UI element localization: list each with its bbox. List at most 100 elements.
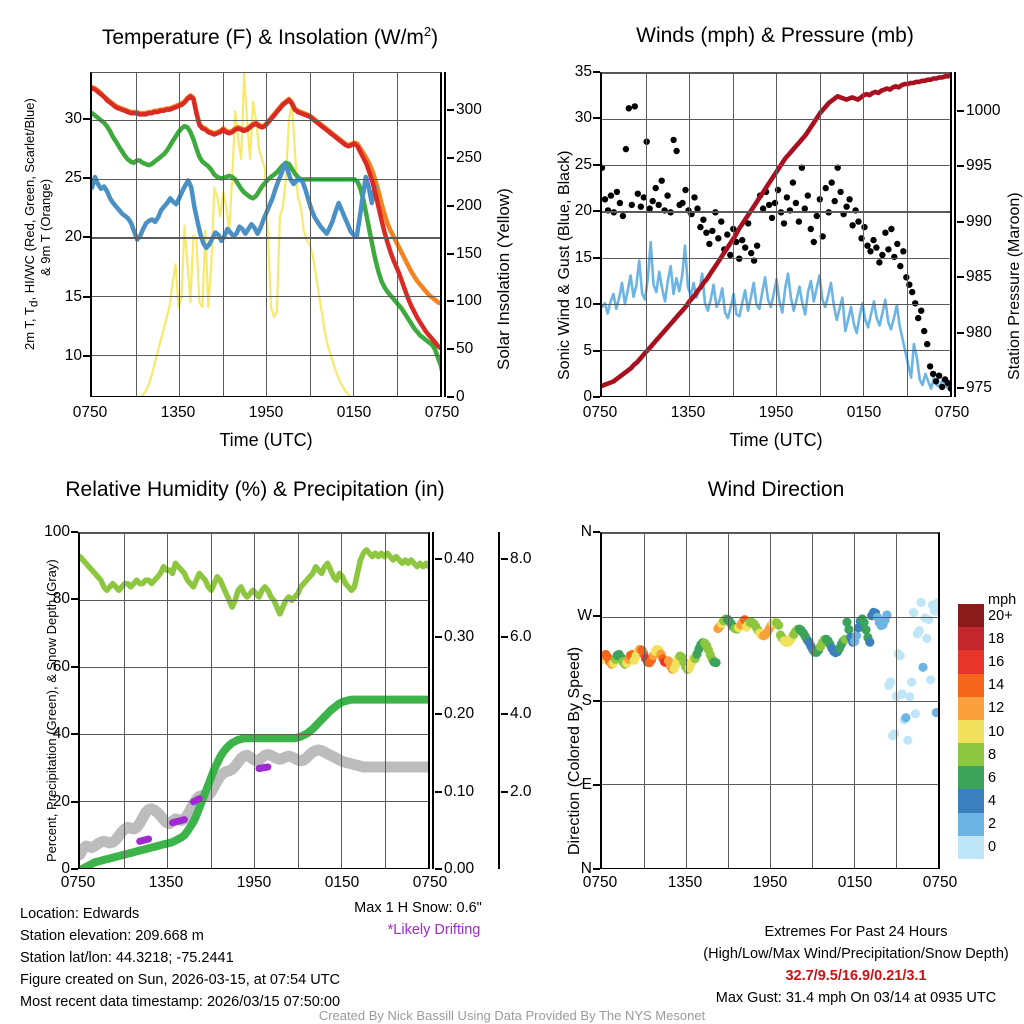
gridline-horizontal: [80, 734, 428, 735]
y-axis-tick-label: 6.0: [510, 628, 532, 646]
y-axis-tick-label: 20: [0, 793, 70, 811]
x-axis-tick-label: 0750: [923, 874, 957, 892]
colorbar-swatch: [958, 836, 984, 859]
y-axis-tick: [501, 636, 508, 638]
plot-area-winds: [600, 72, 952, 397]
y-axis-tick-label: 5: [0, 342, 592, 360]
x-axis-tick-label: 1350: [161, 404, 195, 422]
x-axis-tick-label: 0750: [583, 874, 617, 892]
y-axis-tick-label: 15: [0, 249, 592, 267]
x-axis-tick-label: 0750: [583, 404, 617, 422]
gridline-horizontal: [602, 211, 950, 212]
gridline-horizontal: [92, 179, 440, 180]
gridline-vertical: [689, 73, 690, 396]
x-axis-tick-label: 1950: [249, 404, 283, 422]
extremes-heading: Extremes For Past 24 Hours: [765, 924, 948, 940]
y-axis-tick: [593, 257, 600, 259]
axis-title-temperature-x: Time (UTC): [90, 430, 442, 451]
y-axis-tick-label: 995: [966, 157, 992, 175]
colorbar-label: 0: [988, 839, 996, 855]
likely-drifting-note: *Likely Drifting: [388, 922, 481, 938]
gridline-horizontal: [602, 617, 938, 618]
colorbar-label: 16: [988, 654, 1004, 670]
gridline-horizontal: [80, 801, 428, 802]
gridline-vertical: [646, 73, 647, 396]
gridline-horizontal: [80, 600, 428, 601]
axis-title-winds-x: Time (UTC): [600, 430, 952, 451]
y-axis-tick: [435, 636, 442, 638]
y-axis-tick-label: E: [0, 776, 592, 794]
x-axis-tick-label: 1350: [671, 404, 705, 422]
y-axis-tick: [593, 784, 600, 786]
y-axis-tick-label: 0: [0, 388, 592, 406]
info-timestamp: Most recent data timestamp: 2026/03/15 0…: [20, 994, 340, 1010]
colorbar-label: 10: [988, 724, 1004, 740]
y-axis-tick: [83, 177, 90, 179]
y-axis-tick: [593, 71, 600, 73]
y-axis-tick: [593, 700, 600, 702]
y-axis-tick: [71, 666, 78, 668]
colorbar-swatch: [958, 813, 984, 836]
extremes-values: 32.7/9.5/16.9/0.21/3.1: [785, 968, 926, 984]
y-axis-tick-label: 20: [0, 228, 82, 246]
y-axis-tick: [83, 236, 90, 238]
y-axis-tick: [501, 558, 508, 560]
y-axis-tick: [593, 396, 600, 398]
x-axis-tick-label: 1350: [668, 874, 702, 892]
colorbar-swatch: [958, 766, 984, 789]
colorbar-swatch: [958, 627, 984, 650]
y-axis-tick: [435, 558, 442, 560]
y-axis-tick: [593, 868, 600, 870]
colorbar-swatch: [958, 650, 984, 673]
y-axis-tick: [957, 332, 964, 334]
y-axis-tick-label: 985: [966, 268, 992, 286]
x-axis-tick-label: 0750: [73, 404, 107, 422]
y-axis-tick: [435, 713, 442, 715]
info-created: Figure created on Sun, 2026-03-15, at 07…: [20, 972, 340, 988]
y-axis-tick: [593, 350, 600, 352]
axis-title-winds-right: Station Pressure (Maroon): [1006, 192, 1024, 380]
plot-area-wind-direction: [600, 532, 940, 869]
gridline-vertical: [820, 73, 821, 396]
y-axis-tick-label: 35: [0, 63, 592, 81]
chart-title-humidity: Relative Humidity (%) & Precipitation (i…: [20, 478, 490, 502]
chart-title-wind-direction: Wind Direction: [600, 478, 952, 502]
colorbar-wind-speed: [958, 604, 984, 859]
y-axis-tick: [593, 164, 600, 166]
figure-credit: Created By Nick Bassill Using Data Provi…: [319, 1008, 705, 1023]
max-1h-snow: Max 1 H Snow: 0.6": [354, 900, 482, 916]
colorbar-label: 20+: [988, 608, 1013, 624]
colorbar-swatch: [958, 720, 984, 743]
y-axis-tick: [957, 110, 964, 112]
y-axis-tick-label: 40: [0, 725, 70, 743]
chart-title-temperature-tail: ): [431, 26, 438, 49]
y-axis-tick: [593, 117, 600, 119]
colorbar-swatch: [958, 789, 984, 812]
x-axis-tick-label: 0150: [337, 404, 371, 422]
y-axis-tick: [957, 387, 964, 389]
gridline-horizontal: [80, 667, 428, 668]
gridline-horizontal: [602, 701, 938, 702]
gridline-horizontal: [602, 165, 950, 166]
y-axis-tick: [593, 210, 600, 212]
axis-line: [954, 72, 956, 397]
y-axis-tick-label: 60: [0, 658, 70, 676]
extremes-subheading: (High/Low/Max Wind/Precipitation/Snow De…: [703, 946, 1008, 962]
y-axis-tick-label: 1000: [966, 102, 1000, 120]
x-axis-tick-label: 0750: [425, 404, 459, 422]
axis-title-wind-direction-left: Direction (Colored By Speed): [566, 647, 584, 855]
y-axis-tick: [957, 165, 964, 167]
colorbar-label: 18: [988, 631, 1004, 647]
x-axis-tick-label: 1950: [759, 404, 793, 422]
colorbar-label: 2: [988, 816, 996, 832]
info-location: Location: Edwards: [20, 906, 139, 922]
gridline-horizontal: [602, 258, 950, 259]
colorbar-swatch: [958, 604, 984, 627]
y-axis-tick: [501, 713, 508, 715]
y-axis-tick-label: 0.40: [444, 550, 474, 568]
y-axis-tick-label: 10: [0, 295, 592, 313]
y-axis-tick-label: 25: [0, 156, 592, 174]
y-axis-tick-label: W: [0, 607, 592, 625]
y-axis-tick-label: S: [0, 692, 592, 710]
colorbar-swatch: [958, 674, 984, 697]
